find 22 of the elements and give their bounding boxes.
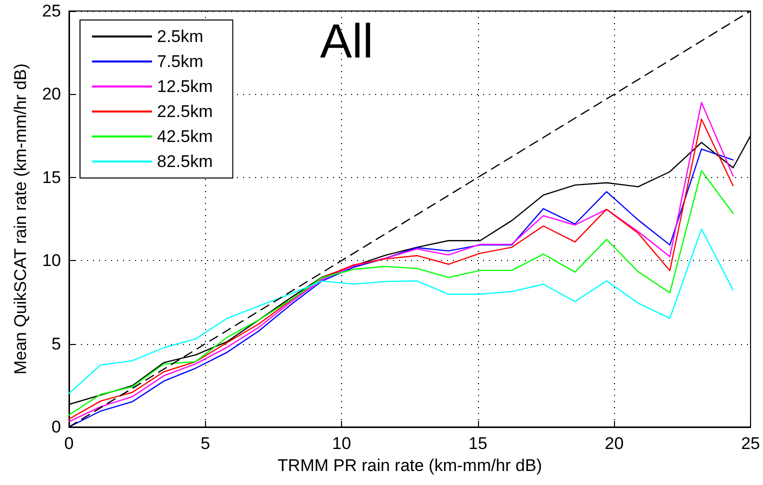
y-tick-label: 20	[42, 84, 61, 104]
x-tick-label: 25	[741, 434, 760, 453]
legend-label: 2.5km	[157, 27, 204, 46]
y-tick-label: 0	[52, 418, 61, 436]
y-tick-label: 5	[52, 334, 61, 354]
y-tick-label: 15	[42, 168, 61, 187]
y-tick-label: 10	[42, 251, 61, 270]
legend-label: 82.5km	[157, 152, 213, 171]
x-tick-label: 0	[64, 434, 74, 453]
annotation: All	[320, 16, 374, 68]
legend-label: 42.5km	[157, 127, 213, 146]
y-axis-title: Mean QuikSCAT rain rate (km-mm/hr dB)	[11, 63, 30, 375]
x-tick-label: 5	[200, 434, 210, 453]
legend-label: 12.5km	[157, 77, 213, 96]
x-axis-title: TRMM PR rain rate (km-mm/hr dB)	[278, 456, 542, 475]
legend-label: 22.5km	[157, 102, 213, 121]
x-tick-label: 15	[468, 434, 488, 453]
line-series	[68, 228, 734, 394]
x-tick-label: 10	[332, 434, 352, 453]
legend-label: 7.5km	[157, 52, 204, 71]
y-tick-label: 25	[42, 2, 61, 20]
x-tick-label: 20	[604, 434, 624, 453]
